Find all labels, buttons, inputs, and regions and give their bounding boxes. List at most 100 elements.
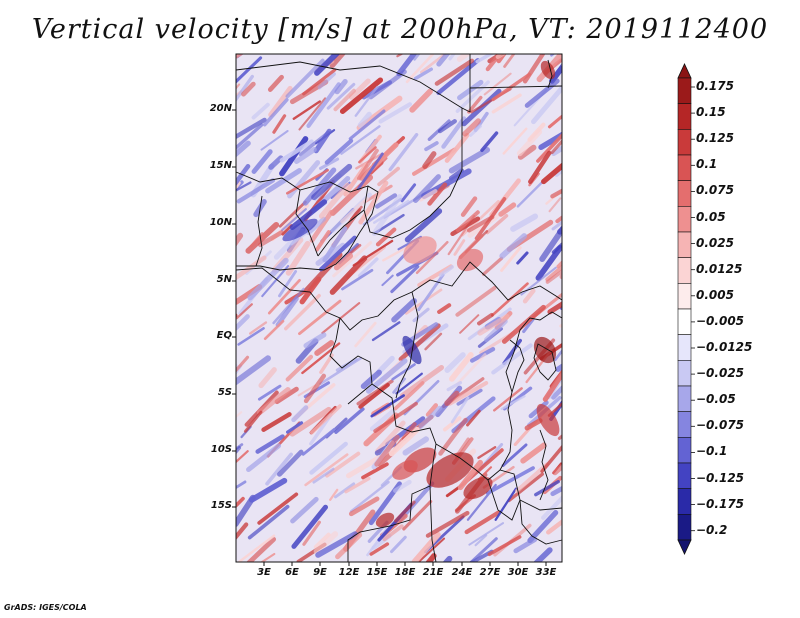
- velocity-streak: [313, 531, 339, 555]
- colorbar-swatch: [677, 488, 692, 515]
- colorbar-label: 0.1: [696, 157, 718, 172]
- velocity-streak: [377, 166, 400, 187]
- velocity-streak: [294, 147, 317, 164]
- velocity-streak: [404, 208, 443, 243]
- velocity-streak: [545, 269, 562, 284]
- velocity-streak: [236, 181, 252, 192]
- velocity-streak: [500, 395, 526, 411]
- velocity-streak: [466, 409, 481, 427]
- velocity-streak: [417, 537, 446, 562]
- velocity-streak: [369, 542, 390, 556]
- velocity-streak: [299, 276, 322, 305]
- velocity-streak: [292, 100, 321, 120]
- velocity-streak: [236, 180, 241, 190]
- velocity-streak: [438, 265, 454, 278]
- velocity-streak: [462, 118, 482, 137]
- velocity-streak: [550, 188, 562, 199]
- velocity-streak: [349, 480, 390, 513]
- velocity-streak: [455, 80, 490, 113]
- velocity-streak: [448, 381, 489, 406]
- colorbar-swatch: [677, 180, 692, 207]
- velocity-streak: [542, 370, 562, 402]
- velocity-streak: [485, 466, 535, 496]
- velocity-streak: [520, 442, 547, 464]
- velocity-streak: [470, 347, 496, 363]
- velocity-streak: [340, 196, 370, 224]
- velocity-streak: [480, 131, 499, 153]
- velocity-streak: [464, 510, 500, 535]
- colorbar-label: 0.075: [696, 183, 734, 198]
- colorbar-swatch: [677, 77, 692, 104]
- velocity-streak: [534, 480, 560, 497]
- colorbar-swatch: [677, 206, 692, 233]
- velocity-streak: [236, 90, 243, 98]
- velocity-streak: [438, 417, 468, 456]
- velocity-streak: [326, 82, 356, 110]
- velocity-streak: [485, 214, 509, 235]
- velocity-streak: [329, 54, 346, 69]
- velocity-streak: [291, 405, 309, 423]
- velocity-streak: [513, 537, 538, 554]
- velocity-streak: [552, 463, 562, 476]
- velocity-streak: [236, 494, 256, 527]
- velocity-streak: [340, 125, 381, 155]
- velocity-streak: [494, 487, 518, 521]
- velocity-streak: [442, 416, 462, 432]
- colorbar-top-arrow: [677, 63, 692, 79]
- colorbar-swatch: [677, 283, 692, 310]
- velocity-streak: [236, 164, 251, 187]
- velocity-streak: [257, 384, 282, 401]
- lat-label: 20N: [209, 103, 232, 114]
- velocity-streak: [321, 302, 361, 335]
- velocity-streak: [348, 78, 371, 100]
- colorbar-bottom-arrow: [677, 539, 692, 555]
- velocity-streak: [236, 303, 253, 320]
- velocity-streak: [516, 128, 543, 157]
- lat-label: 15S: [210, 500, 232, 511]
- velocity-streak: [236, 355, 271, 386]
- velocity-streak: [371, 321, 401, 342]
- velocity-streak: [412, 147, 457, 176]
- velocity-streak: [315, 230, 331, 252]
- velocity-streak: [437, 303, 452, 314]
- velocity-streak: [485, 54, 503, 72]
- velocity-streak: [450, 396, 470, 424]
- velocity-streak: [402, 499, 433, 531]
- velocity-streak: [382, 524, 404, 542]
- velocity-streak: [376, 355, 395, 375]
- lon-label: 18E: [394, 567, 416, 578]
- velocity-streak: [391, 363, 416, 381]
- velocity-streak: [317, 72, 336, 90]
- velocity-streak: [501, 304, 546, 344]
- colorbar-label: 0.025: [696, 235, 734, 250]
- velocity-streak: [422, 151, 437, 169]
- map-frame: [235, 53, 563, 563]
- velocity-streak: [516, 179, 545, 208]
- velocity-streak: [448, 351, 474, 382]
- velocity-streak: [334, 482, 356, 499]
- lat-label: 10S: [210, 444, 232, 455]
- velocity-streak: [448, 54, 456, 61]
- velocity-streak: [304, 453, 349, 487]
- velocity-streak: [306, 82, 341, 129]
- velocity-streak: [436, 54, 451, 67]
- velocity-streak: [350, 205, 363, 221]
- velocity-streak: [255, 434, 285, 454]
- velocity-streak: [236, 480, 247, 490]
- colorbar-swatch: [677, 334, 692, 361]
- velocity-streak: [378, 102, 413, 124]
- colorbar-swatch: [677, 231, 692, 258]
- velocity-streak: [517, 144, 537, 160]
- velocity-streak: [243, 410, 263, 433]
- velocity-streak: [501, 443, 528, 467]
- velocity-streak: [481, 256, 504, 276]
- velocity-streak: [546, 519, 562, 535]
- velocity-streak: [547, 114, 562, 129]
- velocity-streak: [334, 78, 348, 95]
- velocity-streak: [319, 235, 357, 272]
- colorbar-label: 0.005: [696, 287, 734, 302]
- velocity-streak: [247, 504, 290, 540]
- velocity-streak: [468, 522, 504, 546]
- velocity-cell: [392, 460, 418, 480]
- velocity-streak: [493, 387, 523, 412]
